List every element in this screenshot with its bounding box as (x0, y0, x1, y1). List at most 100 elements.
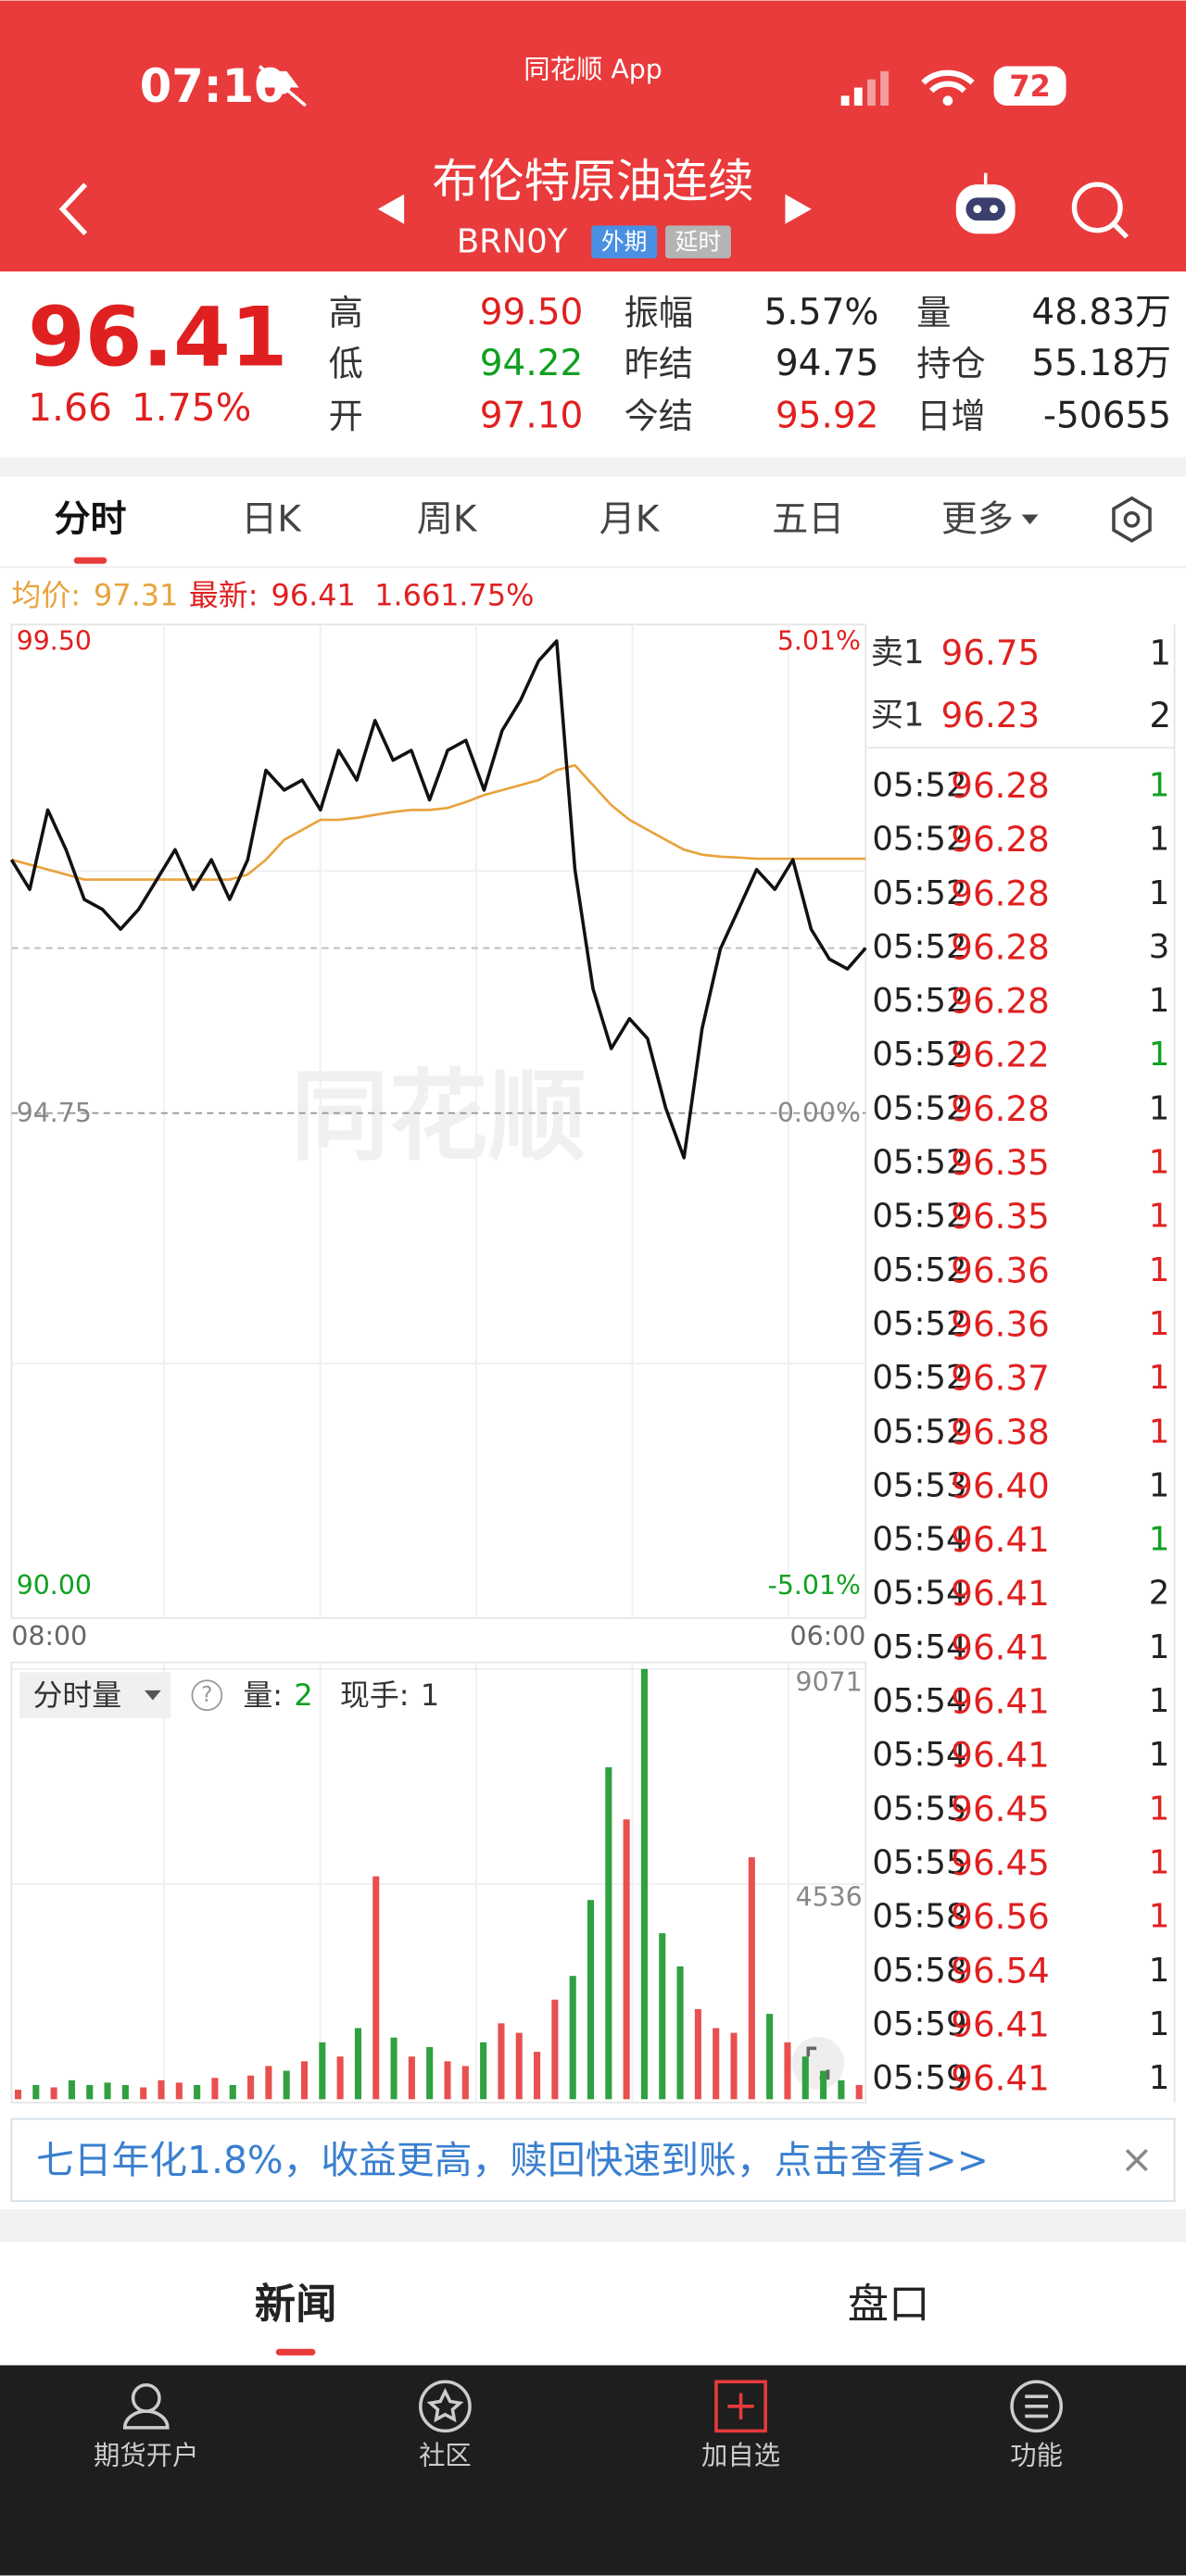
trade-price: 96.54 (951, 1950, 1050, 1991)
stat-value: 94.75 (776, 343, 879, 384)
settings-button[interactable] (1112, 496, 1152, 543)
trade-price: 96.41 (951, 1627, 1050, 1667)
nav-item[interactable]: 期货开户 (94, 2440, 198, 2470)
trade-time: 05:58 (872, 1898, 966, 1936)
selector-caret (145, 1690, 161, 1701)
y2-tick-label: 5.01% (777, 625, 861, 656)
trade-time: 05:54 (872, 1682, 966, 1720)
trade-time: 05:58 (872, 1952, 966, 1990)
volume-bar (336, 2056, 344, 2100)
volume-bar (766, 2014, 774, 2100)
trade-time: 05:53 (872, 1466, 966, 1504)
trade-price: 96.28 (951, 981, 1050, 1022)
trade-time: 05:52 (872, 1144, 966, 1182)
nav-item[interactable]: 加自选 (701, 2440, 780, 2470)
trade-qty: 1 (1149, 1144, 1170, 1182)
volume-bar (319, 2042, 326, 2100)
stat-label: 开 (329, 396, 363, 436)
volume-bar (534, 2052, 541, 2100)
stat-value: 95.92 (776, 396, 879, 437)
period-tab[interactable]: 五日 (772, 498, 844, 540)
avg-label: 均价: (11, 577, 81, 612)
trade-qty: 1 (1149, 1305, 1170, 1343)
volume-bar (640, 1668, 648, 2100)
stat-value: 94.22 (480, 343, 584, 384)
news-tab[interactable]: 盘口 (848, 2281, 930, 2328)
volume-bar (211, 2078, 219, 2100)
period-tab[interactable]: 更多 (941, 498, 1014, 540)
trade-qty: 1 (1149, 821, 1170, 859)
search-button[interactable] (1071, 182, 1129, 239)
settings-dot (1123, 510, 1141, 528)
trade-qty: 1 (1149, 1521, 1170, 1559)
news-tab[interactable]: 新闻 (255, 2281, 337, 2328)
trade-qty: 1 (1149, 1036, 1170, 1074)
trade-price: 96.41 (951, 2004, 1050, 2044)
tab-underline (73, 557, 107, 564)
period-tab[interactable]: 周K (417, 498, 478, 540)
price-change-pct: 1.75% (132, 385, 252, 430)
period-tab[interactable]: 月K (599, 498, 661, 540)
trade-price: 96.28 (951, 926, 1050, 967)
volume-bar (247, 2075, 255, 2100)
trade-qty: 1 (1149, 1843, 1170, 1881)
volume-bar (659, 1933, 666, 2100)
volume-bar (229, 2084, 236, 2100)
trade-time: 05:54 (872, 1736, 966, 1774)
trade-qty: 1 (1149, 874, 1170, 912)
watermark: 同花顺 (291, 1060, 587, 1175)
banner-close[interactable]: × (1120, 2137, 1154, 2182)
nav-item[interactable]: 社区 (419, 2440, 472, 2470)
volume-bar (372, 1876, 380, 2100)
trade-qty: 1 (1149, 1359, 1170, 1397)
volume-bar (676, 1966, 684, 2100)
volume-bar (461, 2066, 469, 2100)
volume-plot-frame (10, 1661, 867, 2104)
y2-tick-label: -5.01% (768, 1570, 861, 1601)
tag: 外期 (601, 229, 648, 256)
stat-label: 日增 (916, 396, 985, 436)
volume-bar (623, 1819, 630, 2100)
period-tab[interactable]: 日K (241, 498, 302, 540)
selector-bg[interactable] (19, 1672, 171, 1718)
next-button[interactable] (785, 194, 812, 224)
volume-bar (784, 2042, 791, 2100)
trade-price: 96.28 (951, 765, 1050, 806)
assistant-button[interactable] (955, 172, 1016, 234)
volume-bar (265, 2066, 272, 2100)
price-plot-frame (10, 623, 867, 1619)
volume-bar (32, 2084, 40, 2100)
banner-text[interactable]: 七日年化1.8%，收益更高，赎回快速到账，点击查看>> (36, 2138, 989, 2182)
stat-label: 持仓 (916, 343, 985, 383)
trade-time: 05:52 (872, 928, 966, 966)
stat-value: 97.10 (480, 396, 584, 437)
latest-change: 1.66 (374, 577, 440, 612)
volume-bar (801, 2056, 809, 2100)
nav-icons (122, 2380, 1064, 2433)
book-label: 卖1 (871, 634, 925, 672)
avg-value: 97.31 (94, 577, 178, 612)
trade-qty: 1 (1149, 1413, 1170, 1451)
volume-bar (605, 1766, 612, 2100)
book-qty: 1 (1149, 632, 1171, 672)
volume-selector[interactable]: 分时量 (32, 1678, 121, 1713)
expand-button[interactable] (791, 2036, 845, 2090)
trade-price: 96.56 (951, 1896, 1050, 1937)
tag-bg (591, 225, 658, 258)
banner-box[interactable] (10, 2117, 1176, 2203)
prev-button[interactable] (377, 194, 405, 224)
more-caret (1021, 514, 1039, 525)
trade-qty: 1 (1149, 1628, 1170, 1666)
back-button[interactable] (58, 182, 88, 236)
book-qty: 2 (1149, 695, 1171, 735)
y-tick-label: 99.50 (17, 625, 92, 656)
help-circle[interactable] (191, 1679, 223, 1712)
nav-item[interactable]: 功能 (1010, 2440, 1063, 2470)
period-tab[interactable]: 分时 (54, 498, 126, 540)
trade-price: 96.35 (951, 1142, 1050, 1183)
help-mark[interactable]: ? (201, 1683, 212, 1707)
trade-time: 05:52 (872, 1198, 966, 1236)
volume-bar (408, 2056, 415, 2100)
tag: 延时 (675, 229, 722, 256)
